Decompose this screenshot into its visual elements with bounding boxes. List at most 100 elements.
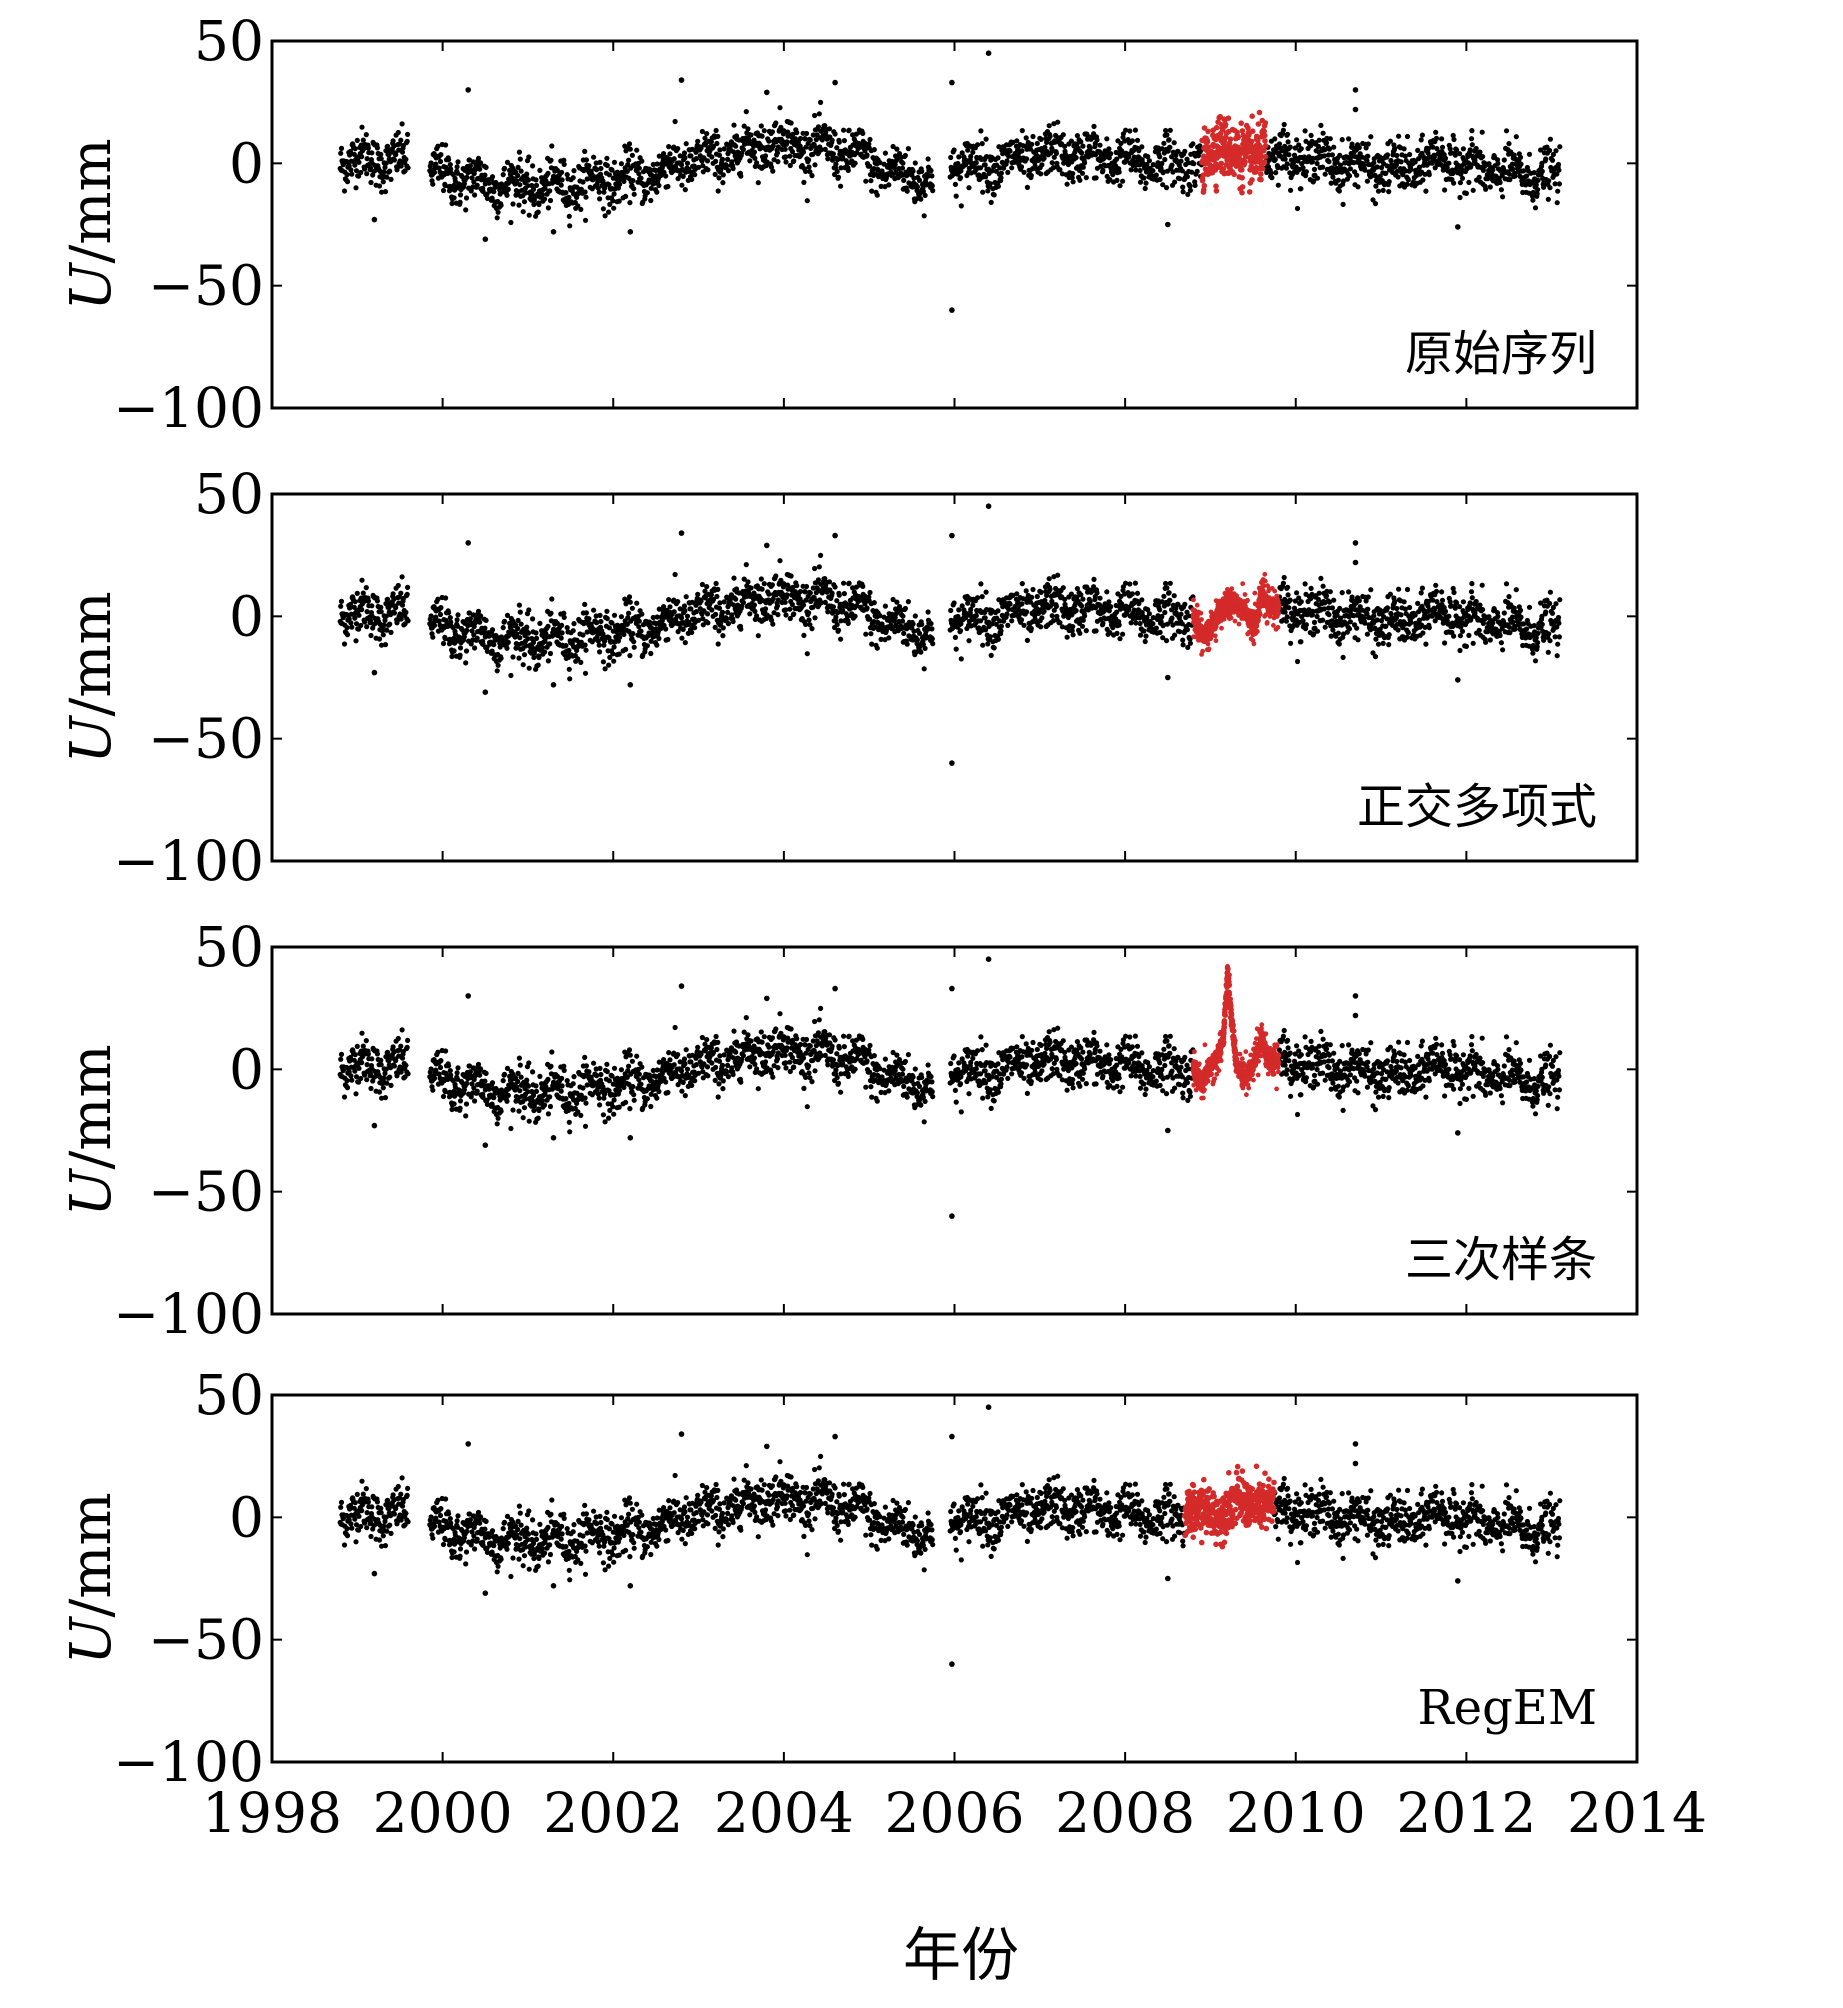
data-point bbox=[1476, 174, 1482, 180]
data-point bbox=[928, 621, 934, 627]
data-point bbox=[973, 160, 979, 166]
data-point bbox=[1308, 596, 1314, 602]
data-point bbox=[1457, 180, 1463, 186]
data-point bbox=[600, 631, 606, 637]
data-point bbox=[1284, 161, 1290, 167]
data-point bbox=[514, 631, 520, 637]
data-point bbox=[1310, 155, 1316, 161]
data-point bbox=[539, 644, 546, 651]
data-point bbox=[1308, 132, 1314, 138]
data-point bbox=[1038, 136, 1044, 142]
data-point bbox=[508, 672, 514, 679]
data-point bbox=[689, 176, 695, 182]
gap-point bbox=[1213, 183, 1219, 189]
gap-point bbox=[1239, 167, 1245, 173]
data-point bbox=[1323, 140, 1330, 146]
data-point bbox=[794, 130, 800, 136]
data-point bbox=[1132, 580, 1138, 586]
data-point bbox=[920, 188, 927, 195]
data-point bbox=[1426, 172, 1432, 178]
data-point bbox=[1483, 186, 1489, 192]
data-point bbox=[584, 629, 590, 635]
data-point bbox=[987, 181, 993, 187]
data-point bbox=[1019, 581, 1025, 587]
data-point bbox=[1106, 599, 1112, 605]
data-point bbox=[704, 611, 711, 617]
data-point bbox=[563, 643, 569, 649]
outlier-point bbox=[949, 307, 955, 313]
data-point bbox=[404, 591, 410, 598]
gap-point bbox=[1245, 125, 1251, 131]
data-point bbox=[717, 600, 723, 606]
data-point bbox=[930, 641, 936, 647]
data-point bbox=[696, 617, 702, 623]
data-point bbox=[881, 161, 887, 167]
data-point bbox=[761, 128, 767, 134]
y-tick-label: 0 bbox=[229, 584, 264, 648]
data-point bbox=[1555, 188, 1561, 194]
data-point bbox=[1469, 128, 1475, 134]
data-point bbox=[595, 185, 601, 191]
data-point bbox=[352, 615, 358, 621]
data-point bbox=[378, 609, 384, 615]
data-point bbox=[783, 154, 789, 160]
data-point bbox=[841, 127, 847, 133]
data-point bbox=[1175, 601, 1181, 608]
data-point bbox=[1539, 168, 1545, 174]
data-point bbox=[1158, 165, 1164, 171]
data-point bbox=[784, 139, 790, 145]
data-point bbox=[1070, 624, 1076, 630]
data-point bbox=[403, 156, 409, 162]
data-point bbox=[390, 591, 396, 597]
data-point bbox=[970, 602, 976, 608]
data-point bbox=[768, 164, 775, 170]
data-point bbox=[1422, 171, 1428, 177]
data-point bbox=[1547, 185, 1553, 191]
data-point bbox=[974, 595, 981, 601]
data-point bbox=[1123, 127, 1129, 133]
data-point bbox=[712, 624, 718, 631]
data-point bbox=[618, 614, 625, 620]
data-point bbox=[1100, 620, 1106, 626]
data-point bbox=[449, 653, 455, 660]
data-point bbox=[974, 142, 981, 148]
data-point bbox=[1185, 644, 1191, 651]
data-point bbox=[1451, 180, 1457, 186]
data-point bbox=[436, 165, 442, 171]
data-point bbox=[1550, 151, 1556, 158]
data-point bbox=[484, 648, 490, 655]
data-point bbox=[787, 615, 793, 622]
data-point bbox=[382, 617, 388, 624]
data-point bbox=[797, 135, 804, 142]
data-point bbox=[399, 149, 406, 155]
data-point bbox=[818, 147, 825, 153]
data-point bbox=[1326, 152, 1332, 158]
data-point bbox=[607, 201, 613, 207]
data-point bbox=[518, 168, 524, 174]
data-point bbox=[464, 627, 470, 634]
outlier-point bbox=[1165, 221, 1171, 228]
data-point bbox=[982, 162, 988, 168]
data-point bbox=[1064, 181, 1070, 187]
data-point bbox=[597, 649, 603, 655]
data-point bbox=[663, 173, 669, 179]
data-point bbox=[1434, 146, 1440, 152]
data-point bbox=[516, 149, 523, 155]
data-point bbox=[498, 202, 504, 208]
data-point bbox=[809, 626, 815, 632]
data-point bbox=[860, 583, 866, 590]
data-point bbox=[745, 579, 751, 585]
data-point bbox=[1189, 169, 1195, 175]
data-point bbox=[854, 603, 860, 609]
data-point bbox=[1298, 599, 1304, 605]
data-point bbox=[881, 614, 887, 620]
outlier-point bbox=[985, 50, 992, 56]
data-point bbox=[606, 209, 612, 215]
data-point bbox=[979, 594, 985, 600]
data-point bbox=[970, 149, 976, 155]
data-point bbox=[1327, 136, 1333, 142]
data-point bbox=[766, 591, 772, 597]
data-point bbox=[584, 176, 590, 182]
data-point bbox=[1171, 593, 1177, 599]
data-point bbox=[1517, 173, 1523, 179]
